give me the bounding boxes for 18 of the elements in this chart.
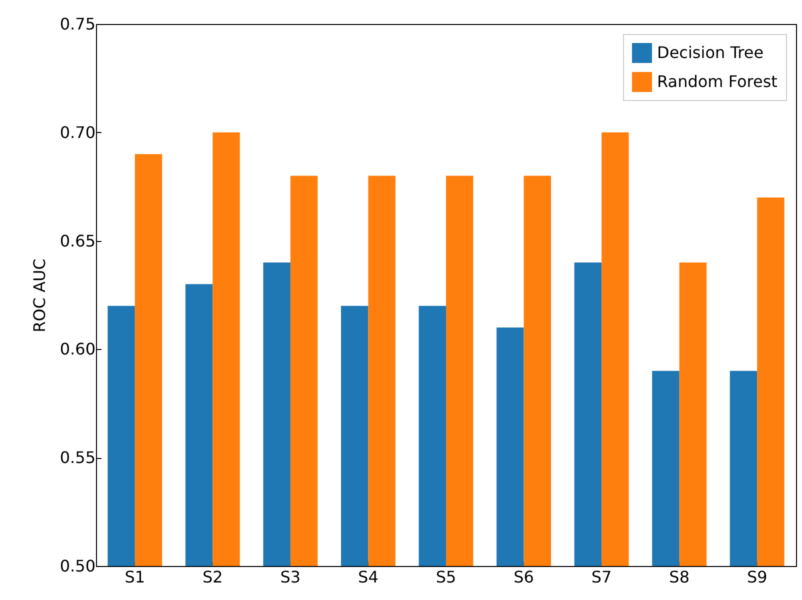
x-tick-label: S6 bbox=[514, 568, 534, 586]
y-tick-label: 0.50 bbox=[60, 556, 96, 576]
x-tick-label: S1 bbox=[124, 568, 146, 586]
y-tick-label: 0.55 bbox=[60, 448, 96, 468]
y-axis-title: ROC AUC bbox=[30, 258, 49, 332]
x-tick-label: S2 bbox=[202, 568, 223, 586]
y-tick-label: 0.65 bbox=[60, 231, 96, 250]
x-tick-label: S9 bbox=[746, 568, 768, 586]
legend-label: Decision Tree bbox=[657, 43, 764, 62]
x-tick-label: S4 bbox=[358, 568, 378, 586]
y-tick-label: 0.75 bbox=[60, 14, 96, 34]
y-tick-label: 0.60 bbox=[60, 340, 96, 359]
y-tick-label: 0.70 bbox=[60, 122, 96, 142]
x-tick-label: S3 bbox=[280, 568, 301, 586]
x-tick-label: S8 bbox=[669, 568, 690, 586]
x-tick-label: S7 bbox=[591, 568, 612, 586]
x-tick-label: S5 bbox=[436, 568, 456, 586]
legend-label: Random Forest bbox=[657, 72, 778, 91]
